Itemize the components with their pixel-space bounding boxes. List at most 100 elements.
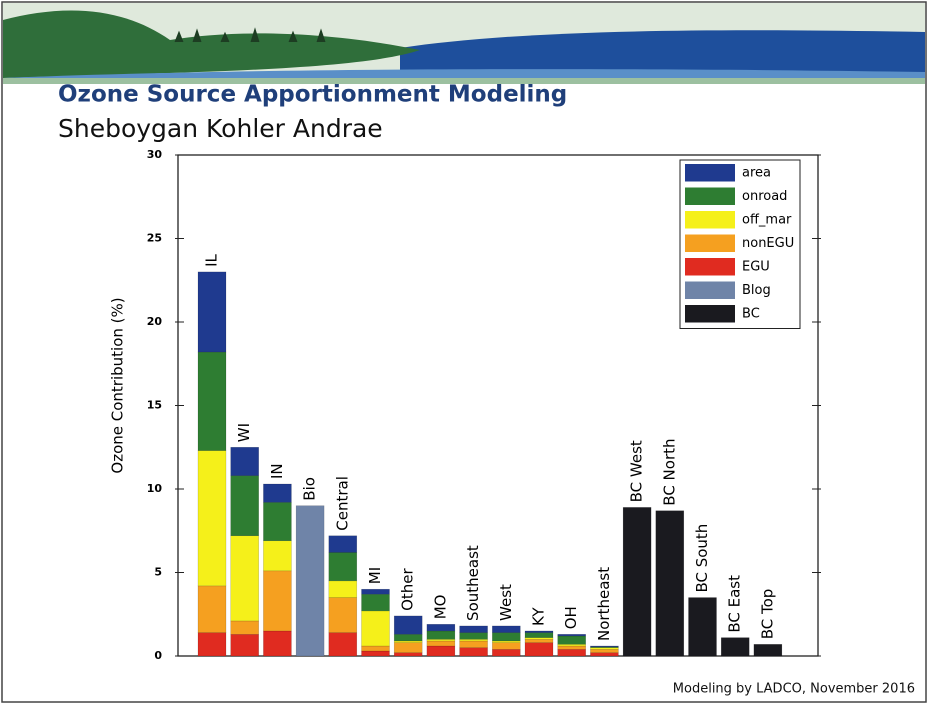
- bar-segment: [230, 634, 259, 657]
- bar-segment: [590, 647, 619, 650]
- bar-category-label: Central: [333, 476, 351, 531]
- y-axis-label: Ozone Contribution (%): [109, 297, 127, 473]
- bar-segment: [459, 639, 488, 642]
- bar-category-label: BC West: [628, 440, 646, 502]
- bar-segment: [393, 640, 423, 643]
- bar-segment: [557, 644, 586, 647]
- bar-category-label: Northeast: [595, 567, 613, 641]
- legend-swatch: [685, 187, 735, 205]
- bar-segment: [426, 639, 456, 642]
- legend-swatch: [685, 305, 735, 323]
- legend-swatch: [685, 281, 735, 299]
- slide-title: Ozone Source Apportionment Modeling: [58, 82, 567, 108]
- legend-label: EGU: [742, 259, 770, 274]
- bar-segment: [492, 642, 521, 650]
- bar-category-label: Other: [399, 567, 417, 610]
- bar-segment: [524, 642, 554, 657]
- legend-label: BC: [742, 306, 760, 321]
- bar-segment: [295, 505, 325, 657]
- bar-segment: [590, 649, 619, 653]
- bar-segment: [263, 483, 292, 503]
- bar-category-label: IL: [203, 253, 221, 266]
- bar-segment: [361, 588, 390, 595]
- legend-label: Blog: [742, 283, 771, 298]
- bar-segment: [688, 597, 717, 657]
- bar-segment: [524, 639, 554, 643]
- bar-segment: [492, 649, 521, 657]
- bar-segment: [557, 635, 586, 645]
- bar-segment: [328, 632, 358, 657]
- bar-segment: [524, 637, 554, 640]
- bar-segment: [263, 570, 292, 632]
- bar-segment: [426, 645, 456, 657]
- bar-segment: [557, 649, 586, 657]
- legend-swatch: [685, 258, 735, 276]
- bar-segment: [393, 634, 423, 642]
- bar-segment: [459, 632, 488, 640]
- bar-segment: [263, 502, 292, 542]
- chart: 0 5 10 15 20 25 30 Ozone Contribution (%) IL WI IN…: [109, 148, 821, 662]
- legend-label: off_mar: [742, 212, 792, 227]
- bar-segment: [361, 645, 390, 652]
- bar-segment: [753, 644, 783, 657]
- bar-segment: [459, 640, 488, 648]
- bar-segment: [197, 450, 227, 587]
- bar-segment: [230, 620, 259, 635]
- bar-segment: [328, 597, 358, 633]
- bar-segment: [492, 632, 521, 642]
- bar-category-label: WI: [235, 423, 253, 442]
- bar-segment: [655, 510, 685, 657]
- bar-segment: [230, 447, 259, 476]
- bar-category-label: BC South: [693, 524, 711, 593]
- bar-category-label: OH: [562, 606, 580, 629]
- bar-segment: [197, 632, 227, 657]
- bar-segment: [230, 475, 259, 537]
- y-tick-label: 25: [147, 232, 162, 245]
- bar-segment: [197, 351, 227, 451]
- bar-segment: [328, 535, 358, 553]
- footer-credit: Modeling by LADCO, November 2016: [673, 682, 915, 697]
- bar-segment: [459, 647, 488, 657]
- bar-segment: [524, 630, 554, 633]
- bar-category-label: Bio: [301, 477, 319, 501]
- bar-segment: [622, 507, 652, 657]
- y-tick-label: 15: [147, 399, 162, 412]
- bar-segment: [328, 552, 358, 582]
- y-tick-label: 5: [154, 566, 162, 579]
- bar-segment: [426, 630, 456, 640]
- legend-label: nonEGU: [742, 236, 794, 251]
- bar-segment: [328, 580, 358, 598]
- bar-segment: [361, 610, 390, 647]
- bar-category-label: MI: [366, 567, 384, 584]
- bar-segment: [557, 634, 586, 637]
- bar-segment: [720, 637, 750, 657]
- legend-swatch: [685, 234, 735, 252]
- bar-segment: [197, 271, 227, 353]
- bar-category-label: BC Top: [758, 589, 776, 640]
- bar-segment: [230, 535, 259, 622]
- bar-segment: [361, 593, 390, 612]
- legend-swatch: [685, 211, 735, 229]
- bar-category-label: West: [497, 584, 515, 621]
- legend-label: area: [742, 165, 771, 180]
- bar-segment: [524, 632, 554, 638]
- bar-category-label: BC East: [726, 575, 744, 633]
- bar-segment: [263, 540, 292, 572]
- bar-segment: [393, 642, 423, 653]
- y-tick-label: 20: [147, 315, 163, 328]
- bar-category-label: MO: [431, 595, 449, 620]
- bar-segment: [492, 640, 521, 643]
- bar-category-label: IN: [268, 463, 286, 479]
- bar-category-label: Southeast: [464, 545, 482, 621]
- bar-segment: [197, 585, 227, 633]
- bar-segment: [263, 630, 292, 657]
- bar-segment: [426, 640, 456, 647]
- y-tick-label: 10: [147, 482, 163, 495]
- bar-segment: [393, 615, 423, 635]
- bar-segment: [361, 650, 390, 657]
- bar-segment: [590, 645, 619, 648]
- bar-segment: [492, 625, 521, 633]
